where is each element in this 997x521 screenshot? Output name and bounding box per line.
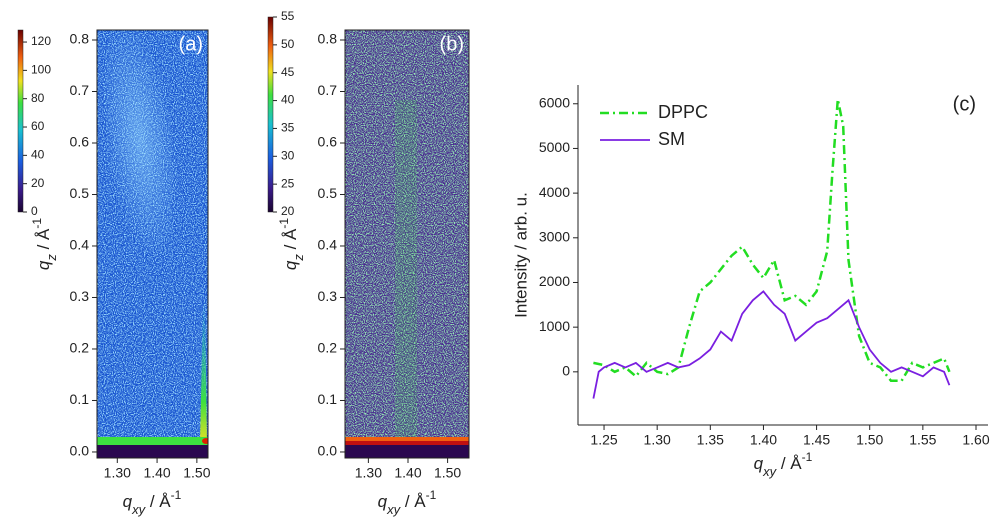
heatmap-image [345, 30, 469, 458]
y-tick-label: 0.3 [70, 288, 90, 304]
axis-label-part: / Å [34, 228, 53, 254]
axis-label-part: xy [762, 464, 778, 479]
axis-label-part: xy [131, 502, 147, 517]
colorbar-tick-label: 35 [281, 121, 295, 135]
axis-label-part: q [123, 492, 133, 511]
axis-label-part: -1 [426, 488, 437, 502]
y-tick-label: 0.8 [70, 31, 90, 47]
y-tick-label: 0.4 [70, 237, 90, 253]
y-tick-label: 0.7 [318, 82, 338, 98]
plot-frame [344, 29, 470, 459]
x-axis-label: qxy / Å-1 [123, 488, 182, 517]
colorbar-tick-label: 50 [281, 37, 295, 51]
y-tick-label: 0.1 [70, 391, 90, 407]
x-tick-label: 1.50 [183, 465, 210, 481]
legend-label: DPPC [658, 102, 708, 122]
axis-label-part: / Å [145, 492, 171, 511]
y-tick-label: 5000 [539, 139, 570, 155]
y-tick-label: 0.3 [318, 288, 338, 304]
panel-label: (a) [179, 33, 203, 55]
x-tick-label: 1.40 [750, 432, 777, 448]
colorbar-tick-label: 40 [31, 148, 45, 162]
axis-label-part: q [378, 492, 388, 511]
colorbar-tick-label: 45 [281, 65, 295, 79]
y-tick-label: 0.5 [318, 185, 338, 201]
y-tick-label: 0.4 [318, 237, 338, 253]
y-tick-label: 0.8 [318, 31, 338, 47]
colorbar-tick-label: 25 [281, 176, 295, 190]
axis-label-part: -1 [30, 218, 44, 229]
axis-label-part: xy [386, 502, 402, 517]
y-tick-label: 3000 [539, 229, 570, 245]
y-tick-label: 0.0 [318, 443, 338, 459]
colorbar [267, 16, 274, 213]
axis-label-part: z [291, 254, 306, 262]
x-tick-label: 1.45 [803, 432, 830, 448]
data-line [592, 290, 951, 399]
x-tick-label: 1.55 [909, 432, 936, 448]
colorbar-tick-label: 30 [281, 148, 295, 162]
axis-label-part: -1 [802, 450, 813, 464]
colorbar-tick-label: 40 [281, 93, 295, 107]
y-tick-label: 4000 [539, 184, 570, 200]
panel-label: (c) [953, 93, 976, 115]
y-tick-label: 0.2 [318, 340, 338, 356]
y-tick-label: 1000 [539, 318, 570, 334]
colorbar [17, 29, 24, 213]
x-tick-label: 1.25 [590, 432, 617, 448]
heatmap-image [97, 30, 208, 458]
x-tick-label: 1.50 [434, 465, 461, 481]
colorbar-tick-label: 80 [31, 91, 45, 105]
axis-label-part: q [34, 260, 53, 270]
colorbar-tick-label: 60 [31, 119, 45, 133]
plot-frame [96, 29, 209, 459]
x-tick-label: 1.35 [697, 432, 724, 448]
axis-label-part: / Å [281, 228, 300, 254]
axis-label-part: -1 [171, 488, 182, 502]
y-tick-label: 0.6 [70, 134, 90, 150]
y-axis-label: qz / Å-1 [277, 218, 306, 270]
x-tick-label: 1.30 [104, 465, 131, 481]
axis-label-part: q [754, 454, 764, 473]
colorbar-tick-label: 55 [281, 9, 295, 23]
axis-label-part: z [44, 254, 59, 262]
y-tick-label: 2000 [539, 273, 570, 289]
y-tick-label: 0 [562, 363, 570, 379]
colorbar-tick-label: 20 [281, 204, 295, 218]
y-tick-label: 0.6 [318, 134, 338, 150]
colorbar-tick-label: 120 [31, 34, 51, 48]
x-tick-label: 1.50 [856, 432, 883, 448]
y-tick-label: 0.1 [318, 391, 338, 407]
y-axis-label: Intensity / arb. u. [511, 192, 530, 318]
colorbar-tick-label: 0 [31, 204, 38, 218]
x-tick-label: 1.30 [644, 432, 671, 448]
y-tick-label: 0.2 [70, 340, 90, 356]
x-tick-label: 1.60 [962, 432, 989, 448]
x-axis-label: qxy / Å-1 [378, 488, 437, 517]
y-tick-label: 6000 [539, 94, 570, 110]
colorbar-tick-label: 100 [31, 63, 51, 77]
axis-label-part: / Å [400, 492, 426, 511]
x-axis-label: qxy / Å-1 [754, 450, 813, 479]
y-tick-label: 0.5 [70, 185, 90, 201]
axis-label-part: -1 [277, 218, 291, 229]
y-tick-label: 0.0 [70, 443, 90, 459]
x-tick-label: 1.30 [355, 465, 382, 481]
y-axis-label: qz / Å-1 [30, 218, 59, 270]
colorbar-tick-label: 20 [31, 176, 45, 190]
data-line [593, 99, 951, 383]
axis-label-part: / Å [776, 454, 802, 473]
axis-label-part: q [281, 260, 300, 270]
y-tick-label: 0.7 [70, 82, 90, 98]
legend-label: SM [658, 129, 685, 149]
x-tick-label: 1.40 [394, 465, 421, 481]
x-tick-label: 1.40 [143, 465, 170, 481]
panel-label: (b) [440, 33, 464, 55]
